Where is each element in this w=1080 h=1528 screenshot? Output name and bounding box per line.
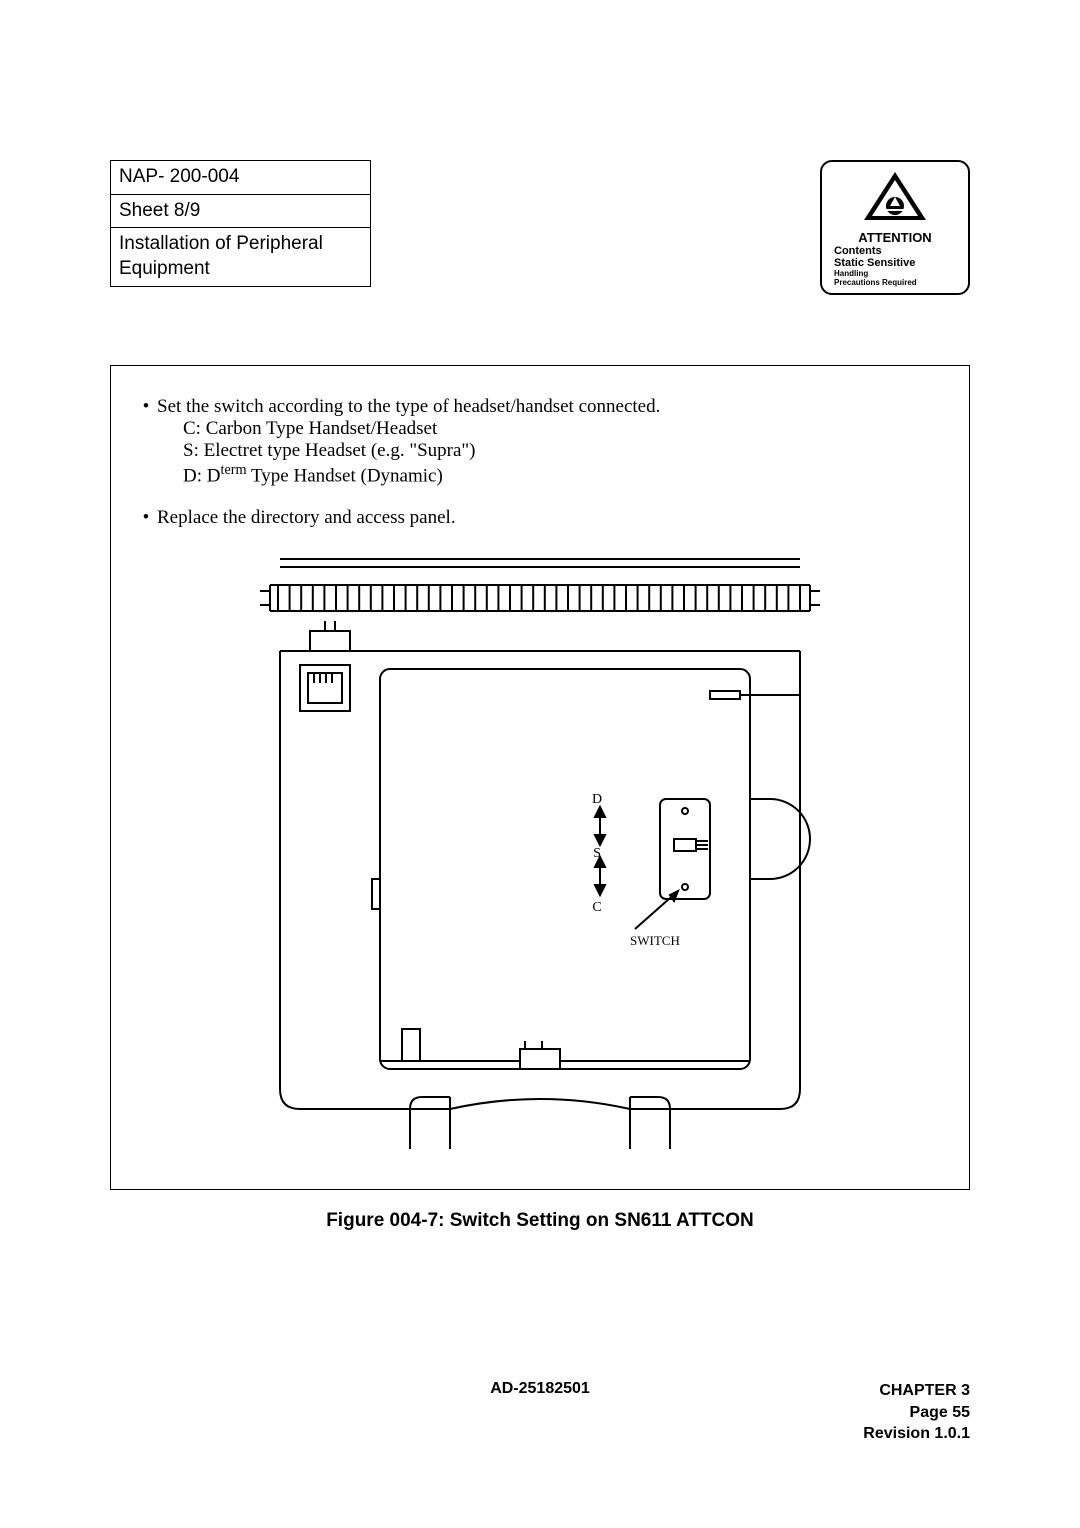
bullet-dot-icon: • (135, 507, 157, 529)
figure-wrap: D S C SWITCH (135, 549, 945, 1169)
info-row-title: Installation of Peripheral Equipment (111, 228, 371, 286)
content-box: • Set the switch according to the type o… (110, 365, 970, 1190)
attention-box: ATTENTION Contents Static Sensitive Hand… (820, 160, 970, 295)
esd-triangle-icon (860, 170, 930, 226)
attention-line1: Contents (834, 245, 962, 257)
bullet1-d-pre: D: D (183, 465, 220, 486)
figure-caption: Figure 004-7: Switch Setting on SN611 AT… (110, 1210, 970, 1232)
attention-line4: Precautions Required (834, 278, 962, 287)
bullet-2: • Replace the directory and access panel… (135, 507, 945, 529)
bullet1-sub-c: C: Carbon Type Handset/Headset (183, 418, 945, 440)
bullet1-sub-s: S: Electret type Headset (e.g. "Supra") (183, 440, 945, 462)
info-row-sheet: Sheet 8/9 (111, 194, 371, 228)
label-switch: SWITCH (630, 933, 680, 948)
bullet1-text: Set the switch according to the type of … (157, 396, 660, 418)
bullet1-d-sup: term (220, 462, 246, 478)
bullet1-sub-d: D: Dterm Type Handset (Dynamic) (183, 462, 945, 487)
info-table: NAP- 200-004 Sheet 8/9 Installation of P… (110, 160, 371, 287)
label-d: D (592, 792, 602, 807)
attention-line3: Handling (834, 269, 962, 278)
page-footer: AD-25182501 CHAPTER 3 Page 55 Revision 1… (110, 1380, 970, 1445)
label-s: S (593, 846, 601, 861)
bullet1-d-post: Type Handset (Dynamic) (247, 465, 443, 486)
attention-title: ATTENTION (828, 230, 962, 245)
bullet-dot-icon: • (135, 396, 157, 418)
bullet2-text: Replace the directory and access panel. (157, 507, 456, 529)
label-c: C (592, 900, 601, 915)
info-row-nap: NAP- 200-004 (111, 161, 371, 195)
footer-page: Page 55 (110, 1402, 970, 1424)
header-row: NAP- 200-004 Sheet 8/9 Installation of P… (110, 160, 970, 295)
attcon-diagram: D S C SWITCH (230, 549, 850, 1169)
attention-line2: Static Sensitive (834, 257, 962, 269)
footer-revision: Revision 1.0.1 (110, 1423, 970, 1445)
bullet-1: • Set the switch according to the type o… (135, 396, 945, 487)
